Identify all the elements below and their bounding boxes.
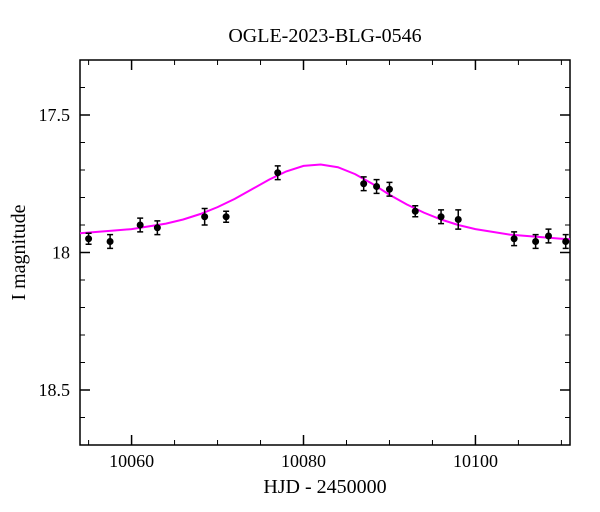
data-point	[137, 222, 143, 228]
chart-container: OGLE-2023-BLG-0546 100601008010100 17.51…	[0, 0, 600, 512]
x-axis-ticks: 10060 10080 10100	[89, 60, 562, 471]
data-point	[86, 236, 92, 242]
y-tick-label: 18	[52, 243, 70, 263]
data-point	[374, 184, 380, 190]
lightcurve-chart: OGLE-2023-BLG-0546 100601008010100 17.51…	[0, 0, 600, 512]
x-tick-label: 10100	[453, 451, 498, 471]
data-point	[455, 217, 461, 223]
data-point	[107, 239, 113, 245]
data-point	[223, 214, 229, 220]
chart-title: OGLE-2023-BLG-0546	[228, 25, 421, 47]
data-point	[154, 225, 160, 231]
model-curve	[80, 165, 570, 240]
data-point	[546, 233, 552, 239]
data-point	[361, 181, 367, 187]
data-point	[275, 170, 281, 176]
data-point	[563, 239, 569, 245]
plot-frame	[80, 60, 570, 445]
x-tick-label: 10060	[109, 451, 154, 471]
y-axis-label: I magnitude	[8, 204, 30, 300]
data-point	[533, 239, 539, 245]
data-point	[511, 236, 517, 242]
y-tick-label: 18.5	[39, 380, 71, 400]
data-point	[412, 208, 418, 214]
x-axis-label: HJD - 2450000	[263, 476, 386, 498]
x-tick-label: 10080	[281, 451, 326, 471]
y-axis-ticks: 17.5 18 18.5	[39, 60, 571, 445]
data-point	[386, 186, 392, 192]
data-points	[86, 166, 569, 249]
data-point	[438, 214, 444, 220]
y-tick-label: 17.5	[39, 105, 71, 125]
data-point	[202, 214, 208, 220]
